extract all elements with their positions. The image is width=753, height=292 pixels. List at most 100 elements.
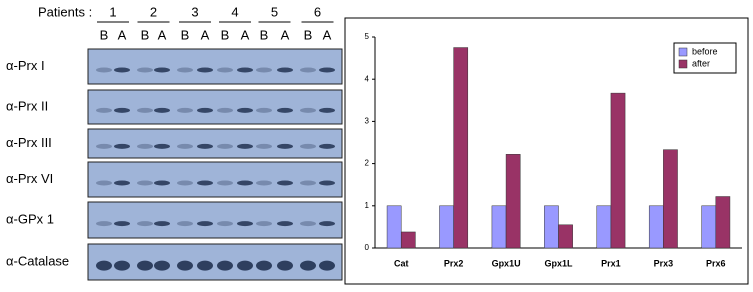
row-label: α-GPx 1 [6, 211, 54, 226]
blot-band [177, 107, 193, 113]
lane-label: A [281, 27, 290, 42]
blot-band [114, 107, 130, 113]
blot-band [300, 180, 316, 186]
bar [715, 196, 731, 249]
lane-label: A [158, 27, 167, 42]
patient-number: 1 [109, 4, 116, 19]
blot-band [237, 143, 253, 149]
patient-number: 3 [191, 4, 198, 19]
blot-band [277, 180, 293, 186]
legend-label: before [692, 46, 718, 56]
blot-band [319, 180, 335, 186]
blot-band [256, 143, 272, 149]
blot-band [256, 260, 272, 271]
blot-panel [87, 128, 343, 159]
bar [610, 92, 626, 249]
y-tick-label: 0 [365, 243, 370, 252]
blot-band [154, 221, 170, 227]
lane-label: A [241, 27, 250, 42]
lane-label: B [181, 27, 190, 42]
bar [596, 205, 612, 249]
blot-band [300, 67, 316, 73]
y-tick-label: 1 [365, 201, 370, 210]
blot-band [217, 180, 233, 186]
x-tick-label: Gpx1U [492, 258, 521, 268]
x-tick-label: Prx6 [706, 258, 726, 268]
blot-band [96, 107, 112, 113]
blot-band [114, 180, 130, 186]
lane-label: B [141, 27, 150, 42]
blot-band [237, 221, 253, 227]
blot-band [277, 221, 293, 227]
blot-band [217, 107, 233, 113]
blot-band [319, 221, 335, 227]
blot-band [114, 221, 130, 227]
patient-number: 6 [314, 4, 321, 19]
blot-band [96, 221, 112, 227]
blot-band [114, 260, 130, 271]
lane-label: A [118, 27, 127, 42]
row-label: α-Prx II [6, 98, 48, 113]
blot-panel [87, 161, 343, 198]
lane-label: A [201, 27, 210, 42]
lane-label: A [323, 27, 332, 42]
blot-band [154, 260, 170, 271]
blot-band [197, 107, 213, 113]
blot-band [217, 67, 233, 73]
x-tick-label: Cat [394, 258, 409, 268]
blot-band [96, 180, 112, 186]
blot-band [319, 67, 335, 73]
x-tick-label: Prx3 [654, 258, 674, 268]
y-tick-label: 3 [365, 117, 370, 126]
blot-band [96, 143, 112, 149]
patients-label: Patients : [38, 4, 92, 19]
blot-band [197, 67, 213, 73]
legend-swatch [678, 59, 688, 69]
patient-number: 4 [231, 4, 238, 19]
blot-band [137, 143, 153, 149]
blot-band [237, 107, 253, 113]
blot-band [319, 107, 335, 113]
blot-band [137, 107, 153, 113]
legend-swatch [678, 47, 688, 57]
blot-band [277, 67, 293, 73]
lane-label: B [260, 27, 269, 42]
blot-band [237, 260, 253, 271]
blot-band [277, 143, 293, 149]
bar [505, 154, 521, 249]
blot-band [277, 107, 293, 113]
y-tick-label: 2 [365, 159, 370, 168]
blot-band [237, 180, 253, 186]
patient-number: 5 [271, 4, 278, 19]
blot-band [137, 260, 153, 271]
blot-band [137, 180, 153, 186]
lane-label: B [221, 27, 230, 42]
row-label: α-Prx I [6, 58, 45, 73]
blot-band [197, 180, 213, 186]
blot-band [137, 67, 153, 73]
blot-band [177, 260, 193, 271]
blot-band [154, 107, 170, 113]
bar [558, 224, 573, 249]
blot-band [177, 221, 193, 227]
blot-panel [87, 48, 343, 85]
legend-label: after [692, 58, 710, 68]
blot-band [197, 260, 213, 271]
x-tick-label: Prx2 [444, 258, 464, 268]
blot-band [300, 260, 316, 271]
lane-label: B [100, 27, 109, 42]
blot-panel [87, 201, 343, 239]
blot-band [217, 143, 233, 149]
blot-band [300, 107, 316, 113]
blot-band [197, 221, 213, 227]
row-label: α-Prx VI [6, 171, 53, 186]
bar [400, 231, 416, 249]
patient-number: 2 [150, 4, 157, 19]
blot-band [300, 221, 316, 227]
y-tick-label: 4 [365, 74, 370, 83]
blot-panel [87, 243, 343, 281]
row-label: α-Catalase [6, 253, 69, 268]
blot-band [137, 221, 153, 227]
x-tick-label: Gpx1L [544, 258, 573, 268]
